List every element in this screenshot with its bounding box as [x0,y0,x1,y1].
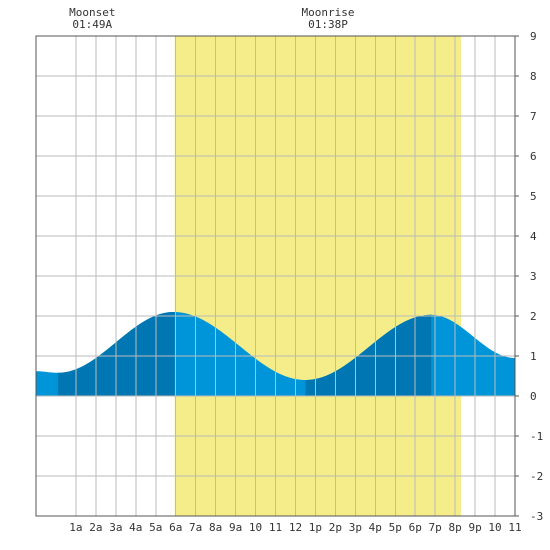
x-tick-label: 4a [129,521,142,534]
y-tick-label: 7 [530,110,537,123]
x-tick-label: 2p [329,521,342,534]
x-tick-label: 3p [349,521,362,534]
x-tick-label: 1a [69,521,82,534]
x-tick-label: 9a [229,521,242,534]
x-tick-label: 3a [109,521,122,534]
y-tick-label: 4 [530,230,537,243]
annotation-time: 01:49A [72,18,112,31]
annotation-time: 01:38P [308,18,348,31]
y-tick-label: 3 [530,270,537,283]
y-tick-label: -2 [530,470,543,483]
x-tick-label: 6a [169,521,182,534]
y-tick-label: 2 [530,310,537,323]
y-tick-label: -1 [530,430,543,443]
x-tick-label: 5p [389,521,402,534]
x-tick-label: 11 [508,521,521,534]
y-tick-label: 8 [530,70,537,83]
x-tick-label: 12 [289,521,302,534]
x-tick-label: 4p [369,521,382,534]
x-tick-label: 8p [449,521,462,534]
x-tick-label: 11 [269,521,282,534]
y-tick-label: 1 [530,350,537,363]
y-tick-label: 9 [530,30,537,43]
y-tick-label: -3 [530,510,543,523]
x-tick-label: 8a [209,521,222,534]
annotation-label: Moonrise [301,6,354,19]
x-tick-label: 2a [89,521,102,534]
annotation-label: Moonset [69,6,115,19]
x-tick-label: 9p [468,521,481,534]
x-tick-label: 7a [189,521,202,534]
y-tick-label: 5 [530,190,537,203]
x-tick-label: 5a [149,521,162,534]
y-tick-label: 6 [530,150,537,163]
tide-dark-band-1 [305,314,432,396]
x-tick-label: 10 [488,521,501,534]
x-tick-label: 7p [429,521,442,534]
y-tick-label: 0 [530,390,537,403]
x-tick-label: 10 [249,521,262,534]
x-tick-label: 6p [409,521,422,534]
x-tick-label: 1p [309,521,322,534]
